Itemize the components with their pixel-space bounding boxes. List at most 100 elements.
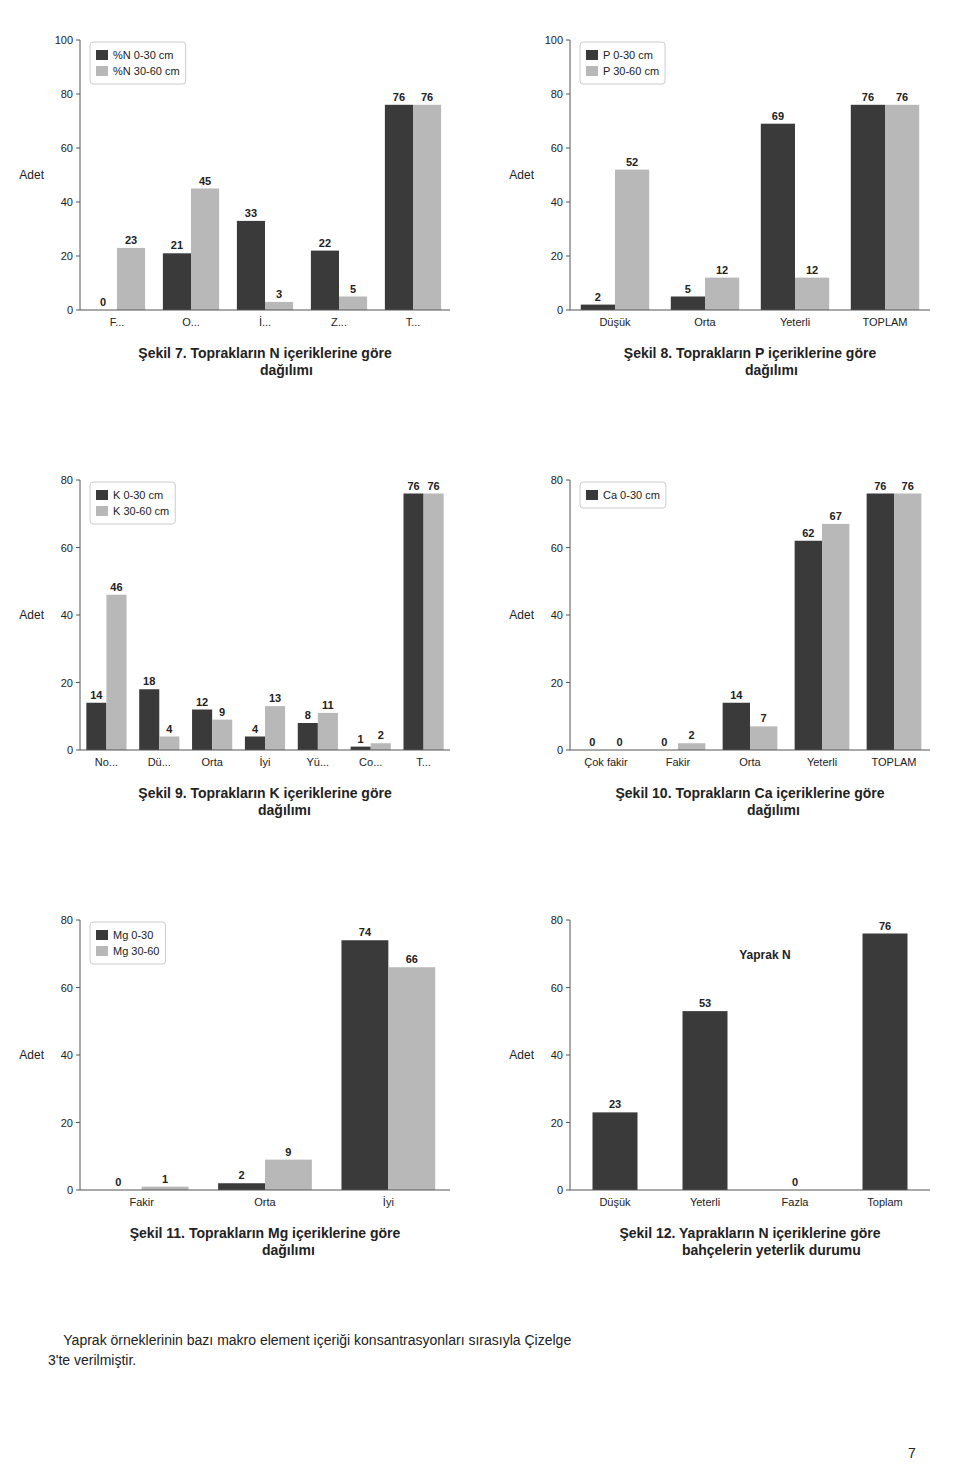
- bar: [385, 105, 413, 310]
- x-tick-label: İyi: [383, 1196, 394, 1208]
- y-tick: [566, 682, 570, 683]
- chart: 2353076020406080DüşükYeterliFazlaToplamA…: [509, 914, 930, 1258]
- y-tick: [566, 1190, 570, 1191]
- bar: [159, 737, 179, 751]
- bar: [237, 221, 265, 310]
- data-label: 62: [802, 527, 814, 539]
- data-label: 18: [143, 675, 155, 687]
- bar: [351, 747, 371, 750]
- y-tick-label: 80: [61, 88, 73, 100]
- data-label: 0: [100, 296, 106, 308]
- y-tick-label: 0: [67, 1184, 73, 1196]
- legend-entry: P 0-30 cm: [603, 49, 653, 61]
- caption-line: Şekil 12. Yaprakların N içeriklerine gör…: [619, 1225, 880, 1241]
- y-tick: [566, 1055, 570, 1056]
- bar: [403, 494, 423, 751]
- data-label: 76: [421, 91, 433, 103]
- x-axis-line: [80, 1190, 450, 1191]
- x-tick-label: Toplam: [867, 1196, 902, 1208]
- y-tick: [566, 94, 570, 95]
- y-tick: [566, 615, 570, 616]
- bar: [191, 189, 219, 311]
- bar: [424, 494, 444, 751]
- bar: [894, 494, 921, 751]
- data-label: 22: [319, 237, 331, 249]
- caption: Şekil 7. Toprakların N içeriklerine göre…: [138, 345, 392, 378]
- legend-frame: [90, 482, 175, 524]
- x-tick-label: Yeterli: [690, 1196, 720, 1208]
- y-tick: [566, 1122, 570, 1123]
- data-labels: 1418124817646491311276: [90, 480, 439, 745]
- legend-frame: [90, 922, 165, 964]
- y-axis-label: Adet: [509, 168, 534, 182]
- y-axis-label: Adet: [19, 168, 44, 182]
- y-tick: [76, 547, 80, 548]
- data-label: 0: [115, 1176, 121, 1188]
- y-tick-label: 20: [61, 250, 73, 262]
- data-label: 13: [269, 692, 281, 704]
- bar: [683, 1011, 728, 1190]
- legend-frame: [90, 42, 186, 84]
- caption-line: dağılımı: [702, 362, 798, 378]
- legend-entry: K 30-60 cm: [113, 505, 169, 517]
- data-label: 0: [617, 736, 623, 748]
- y-tick: [76, 1055, 80, 1056]
- bar: [851, 105, 885, 310]
- bar: [761, 124, 795, 310]
- bar: [750, 726, 777, 750]
- bar: [163, 253, 191, 310]
- y-tick: [76, 750, 80, 751]
- bars: [117, 105, 441, 310]
- x-tick-label: Fakir: [129, 1196, 154, 1208]
- legend-swatch: [96, 50, 108, 60]
- y-tick-label: 0: [67, 744, 73, 756]
- bar: [212, 720, 232, 750]
- x-tick-label: Dü...: [148, 756, 171, 768]
- y-tick-label: 60: [61, 982, 73, 994]
- caption-line: dağılımı: [215, 1242, 315, 1258]
- legend-entry: Mg 0-30: [113, 929, 153, 941]
- data-labels: 2353076: [609, 920, 891, 1189]
- y-tick: [76, 920, 80, 921]
- data-labels: 001462760276776: [589, 480, 914, 749]
- y-tick: [76, 615, 80, 616]
- y-axis-label: Adet: [509, 608, 534, 622]
- legend: Mg 0-30Mg 30-60: [90, 922, 165, 964]
- legend: P 0-30 cmP 30-60 cm: [580, 42, 665, 84]
- data-label: 5: [685, 283, 691, 295]
- footer-line: 3'te verilmiştir.: [48, 1352, 136, 1368]
- x-tick-label: İ...: [259, 316, 271, 328]
- legend-swatch: [96, 506, 108, 516]
- bar: [615, 170, 649, 310]
- bars: [678, 494, 921, 751]
- data-label: 46: [110, 581, 122, 593]
- y-axis-label: Adet: [509, 1048, 534, 1062]
- y-tick: [76, 94, 80, 95]
- y-axis-label: Adet: [19, 608, 44, 622]
- y-axis-label: Adet: [19, 1048, 44, 1062]
- x-tick-label: No...: [95, 756, 118, 768]
- data-labels: 02133227623453576: [100, 91, 433, 308]
- bar: [86, 703, 106, 750]
- y-tick-label: 0: [67, 304, 73, 316]
- data-label: 12: [716, 264, 728, 276]
- chart: 001462760276776020406080Çok fakirFakirOr…: [509, 474, 930, 818]
- caption: Şekil 10. Toprakların Ca içeriklerine gö…: [616, 785, 885, 818]
- bar: [671, 297, 705, 311]
- caption-line: Şekil 9. Toprakların K içeriklerine göre: [138, 785, 392, 801]
- y-tick-label: 80: [551, 914, 563, 926]
- y-tick: [76, 148, 80, 149]
- legend-swatch: [586, 66, 598, 76]
- bar: [192, 710, 212, 751]
- footer: Yaprak örneklerinin bazı makro element i…: [48, 1332, 571, 1368]
- y-tick: [566, 920, 570, 921]
- y-tick: [76, 40, 80, 41]
- bar: [339, 297, 367, 311]
- y-tick-label: 0: [557, 304, 563, 316]
- legend-entry: K 0-30 cm: [113, 489, 163, 501]
- bar: [318, 713, 338, 750]
- y-tick-label: 40: [61, 609, 73, 621]
- legend-swatch: [96, 930, 108, 940]
- caption: Şekil 9. Toprakların K içeriklerine göre…: [138, 785, 392, 818]
- data-label: 14: [730, 689, 743, 701]
